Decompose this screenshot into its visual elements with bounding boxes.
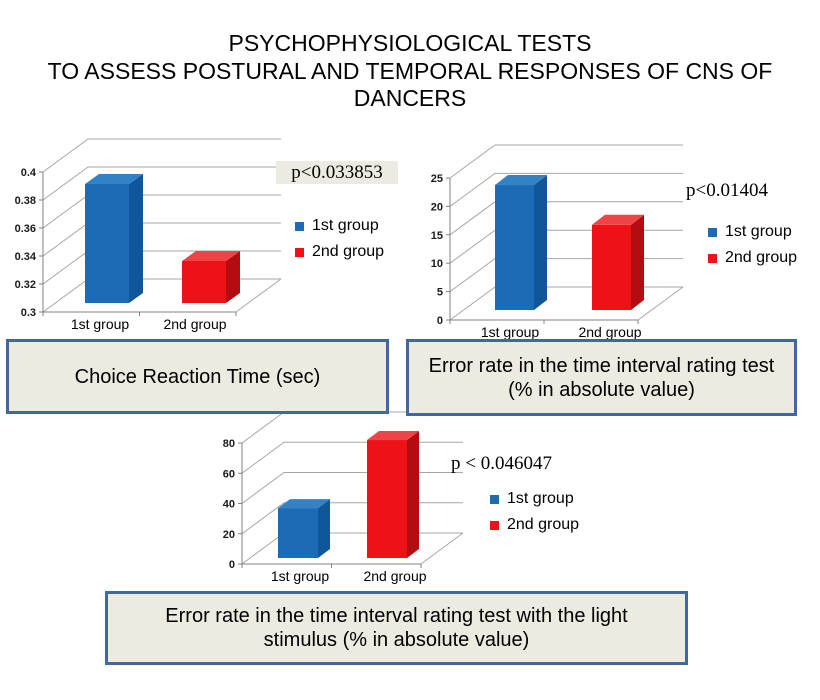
x-category-label: 2nd group bbox=[163, 316, 226, 332]
y-tick-label: 5 bbox=[437, 287, 443, 299]
legend-label: 1st group bbox=[312, 217, 379, 234]
blue-swatch-icon bbox=[708, 227, 717, 237]
p-value-annotation-2: p<0.01404 bbox=[686, 180, 768, 201]
y-tick-label: 0 bbox=[229, 559, 235, 571]
y-tick-label: 0.38 bbox=[15, 195, 36, 207]
y-tick-label: 80 bbox=[223, 438, 235, 450]
title-line-1: PSYCHOPHYSIOLOGICAL TESTS bbox=[228, 30, 592, 56]
chart-error-rate-light-stimulus: 0 20 40 60 80 1st group 2nd group bbox=[223, 411, 464, 584]
legend-chart-1: 1st group 2nd group bbox=[295, 216, 384, 262]
legend-label: 2nd group bbox=[725, 249, 798, 266]
slide-title: PSYCHOPHYSIOLOGICAL TESTS TO ASSESS POST… bbox=[0, 30, 820, 113]
legend-chart-2: 1st group 2nd group bbox=[708, 222, 797, 268]
bar-2nd-group bbox=[592, 224, 631, 310]
legend-label: 1st group bbox=[725, 223, 792, 240]
y-tick-label: 20 bbox=[431, 201, 443, 213]
y-tick-label: 0.34 bbox=[15, 251, 37, 263]
caption-text: Choice Reaction Time (sec) bbox=[74, 365, 321, 388]
caption-box-error-rate-time-interval: Error rate in the time interval rating t… bbox=[406, 339, 797, 416]
y-tick-label: 0.32 bbox=[15, 279, 36, 291]
legend-label: 1st group bbox=[507, 490, 574, 507]
blue-swatch-icon bbox=[490, 494, 499, 504]
y-tick-label: 15 bbox=[431, 230, 443, 242]
bar-1st-group bbox=[495, 185, 534, 310]
legend-item-2nd-group: 2nd group bbox=[708, 248, 797, 268]
caption-box-error-rate-light-stimulus: Error rate in the time interval rating t… bbox=[105, 591, 688, 665]
bar-2nd-group bbox=[367, 440, 407, 558]
y-tick-label: 25 bbox=[431, 173, 443, 185]
y-tick-label: 0.3 bbox=[21, 307, 36, 319]
x-category-label: 2nd group bbox=[578, 324, 641, 340]
legend-item-1st-group: 1st group bbox=[490, 489, 579, 509]
y-tick-label: 0.36 bbox=[15, 223, 36, 235]
chart-choice-reaction-time: 0.3 0.32 0.34 0.36 0.38 0.4 1st group 2nd group bbox=[15, 138, 282, 332]
y-tick-label: 20 bbox=[223, 529, 235, 541]
caption-text: Error rate in the time interval rating t… bbox=[165, 605, 628, 651]
legend-chart-3: 1st group 2nd group bbox=[490, 489, 579, 535]
bar-2nd-group bbox=[182, 261, 226, 303]
red-swatch-icon bbox=[295, 247, 304, 257]
title-line-3: DANCERS bbox=[353, 85, 467, 111]
p-value-annotation-1: p<0.033853 bbox=[276, 161, 398, 184]
legend-item-1st-group: 1st group bbox=[708, 222, 797, 242]
legend-label: 2nd group bbox=[507, 516, 580, 533]
caption-text: Error rate in the time interval rating t… bbox=[428, 354, 775, 401]
red-swatch-icon bbox=[490, 520, 499, 530]
title-line-2: TO ASSESS POSTURAL AND TEMPORAL RESPONSE… bbox=[47, 57, 773, 84]
y-tick-label: 0.4 bbox=[21, 167, 37, 179]
y-tick-label: 10 bbox=[431, 258, 443, 270]
x-category-label: 2nd group bbox=[363, 568, 426, 584]
legend-label: 2nd group bbox=[312, 243, 385, 260]
legend-item-2nd-group: 2nd group bbox=[295, 242, 384, 262]
y-tick-label: 0 bbox=[437, 315, 443, 327]
x-category-label: 1st group bbox=[71, 316, 130, 332]
x-category-label: 1st group bbox=[481, 324, 540, 340]
legend-item-2nd-group: 2nd group bbox=[490, 515, 579, 535]
red-swatch-icon bbox=[708, 253, 717, 263]
x-category-label: 1st group bbox=[271, 568, 330, 584]
bar-1st-group bbox=[85, 184, 129, 303]
y-tick-label: 40 bbox=[223, 499, 235, 511]
caption-box-choice-reaction-time: Choice Reaction Time (sec) bbox=[6, 339, 389, 414]
y-tick-label: 60 bbox=[223, 468, 235, 480]
p-value-annotation-3: p < 0.046047 bbox=[451, 453, 552, 474]
legend-item-1st-group: 1st group bbox=[295, 216, 384, 236]
bar-1st-group bbox=[278, 508, 318, 558]
blue-swatch-icon bbox=[295, 221, 304, 231]
chart-error-rate-time-interval: 0 5 10 15 20 25 1st group 2nd group bbox=[431, 144, 684, 340]
